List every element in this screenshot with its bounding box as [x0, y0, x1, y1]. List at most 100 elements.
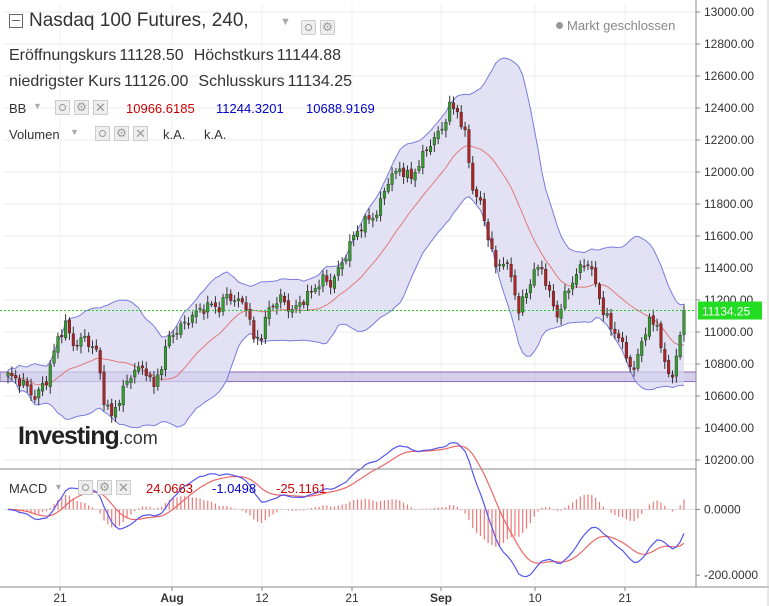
macd-dropdown-icon[interactable]: ▼: [54, 482, 63, 492]
candle-body: [521, 296, 525, 313]
candle-body: [106, 404, 110, 407]
candle-body: [628, 357, 632, 367]
candle-body: [498, 264, 502, 266]
candle-body: [10, 373, 14, 377]
candle-body: [236, 298, 240, 301]
eye-icon[interactable]: [301, 20, 316, 35]
x-tick-label: 12: [255, 591, 269, 605]
candle-body: [409, 168, 413, 179]
candle-body: [382, 191, 386, 199]
macd-line-value: -1.0498: [212, 481, 257, 496]
x-tick-label: Aug: [160, 591, 183, 605]
gear-icon[interactable]: ⚙: [320, 20, 335, 35]
candle-body: [114, 407, 118, 418]
candle-body: [329, 280, 333, 288]
volume-value-1: k.A.: [163, 127, 186, 142]
y-tick-label: 11600.00: [704, 229, 753, 243]
candle-body: [309, 291, 313, 293]
candle-body: [605, 313, 609, 316]
x-tick-label: 21: [618, 591, 632, 605]
open-label: Eröffnungskurs: [9, 47, 117, 64]
candle-body: [283, 295, 287, 303]
candle-body: [394, 170, 398, 174]
bb-dropdown-icon[interactable]: ▼: [33, 101, 42, 111]
candle-body: [402, 167, 406, 177]
candles: [6, 95, 686, 423]
high-value: 11144.88: [276, 47, 342, 64]
candle-body: [440, 128, 444, 131]
candle-body: [156, 374, 160, 387]
candle-body: [444, 121, 448, 131]
volume-close-icon[interactable]: ✕: [133, 126, 148, 141]
bb-lower-value: 10688.9169: [306, 101, 375, 116]
candle-body: [574, 274, 578, 285]
candle-body: [367, 215, 371, 220]
candle-body: [651, 315, 655, 325]
macd-gear-icon[interactable]: ⚙: [97, 480, 112, 495]
candle-body: [348, 241, 352, 261]
candle-body: [459, 111, 463, 128]
volume-eye-icon[interactable]: [95, 126, 110, 141]
candle-body: [279, 294, 283, 303]
candle-body: [325, 275, 329, 282]
macd-hist-value: 24.0663: [146, 481, 193, 496]
candle-body: [217, 307, 221, 313]
candle-body: [609, 312, 613, 330]
candle-body: [528, 284, 532, 293]
candle-body: [344, 258, 348, 262]
candle-body: [551, 290, 555, 307]
y-tick-label: 12400.00: [704, 101, 754, 115]
bb-lower-line: [7, 196, 685, 429]
candle-body: [275, 303, 279, 309]
open-value: 11128.50: [119, 47, 184, 64]
candle-body: [263, 316, 267, 339]
candle-body: [513, 275, 517, 296]
volume-dropdown-icon[interactable]: ▼: [70, 127, 79, 137]
y-tick-label: 10800.00: [704, 357, 754, 371]
collapse-icon[interactable]: [9, 14, 23, 28]
status-dot-icon: [556, 22, 563, 29]
candle-body: [544, 269, 548, 286]
candle-body: [233, 300, 237, 302]
candle-body: [240, 298, 244, 303]
candle-body: [532, 269, 536, 286]
candle-body: [313, 288, 317, 292]
candle-body: [286, 300, 290, 312]
candle-body: [221, 297, 225, 312]
candle-body: [567, 290, 571, 293]
macd-label[interactable]: MACD: [9, 481, 48, 496]
candle-body: [29, 384, 33, 396]
candle-body: [21, 379, 25, 386]
candle-body: [352, 235, 356, 241]
volume-label[interactable]: Volumen: [9, 127, 60, 142]
candle-body: [98, 350, 102, 374]
macd-close-icon[interactable]: ✕: [116, 480, 131, 495]
market-status: Markt geschlossen: [556, 18, 675, 33]
bb-gear-icon[interactable]: ⚙: [74, 100, 89, 115]
candle-body: [271, 305, 275, 308]
candle-body: [44, 381, 48, 386]
candle-body: [102, 371, 106, 406]
macd-eye-icon[interactable]: [78, 480, 93, 495]
candle-body: [225, 294, 229, 299]
y-tick-label: 12800.00: [704, 37, 754, 51]
candle-body: [190, 314, 194, 323]
investing-logo: Investing.com: [18, 422, 158, 451]
candle-body: [248, 308, 252, 320]
volume-gear-icon[interactable]: ⚙: [114, 126, 129, 141]
candle-body: [256, 336, 260, 339]
candle-body: [486, 221, 490, 241]
candle-body: [594, 267, 598, 284]
candle-body: [505, 262, 509, 264]
candle-body: [152, 377, 156, 387]
bb-label[interactable]: BB: [9, 101, 27, 116]
y-tick-label: 10200.00: [704, 453, 754, 467]
candle-body: [448, 101, 452, 122]
candle-body: [636, 354, 640, 369]
candle-body: [298, 302, 302, 307]
bb-eye-icon[interactable]: [55, 100, 70, 115]
title-dropdown-icon[interactable]: ▼: [280, 16, 291, 28]
candle-body: [210, 303, 214, 306]
bb-close-icon[interactable]: ✕: [93, 100, 108, 115]
candle-body: [540, 267, 544, 270]
